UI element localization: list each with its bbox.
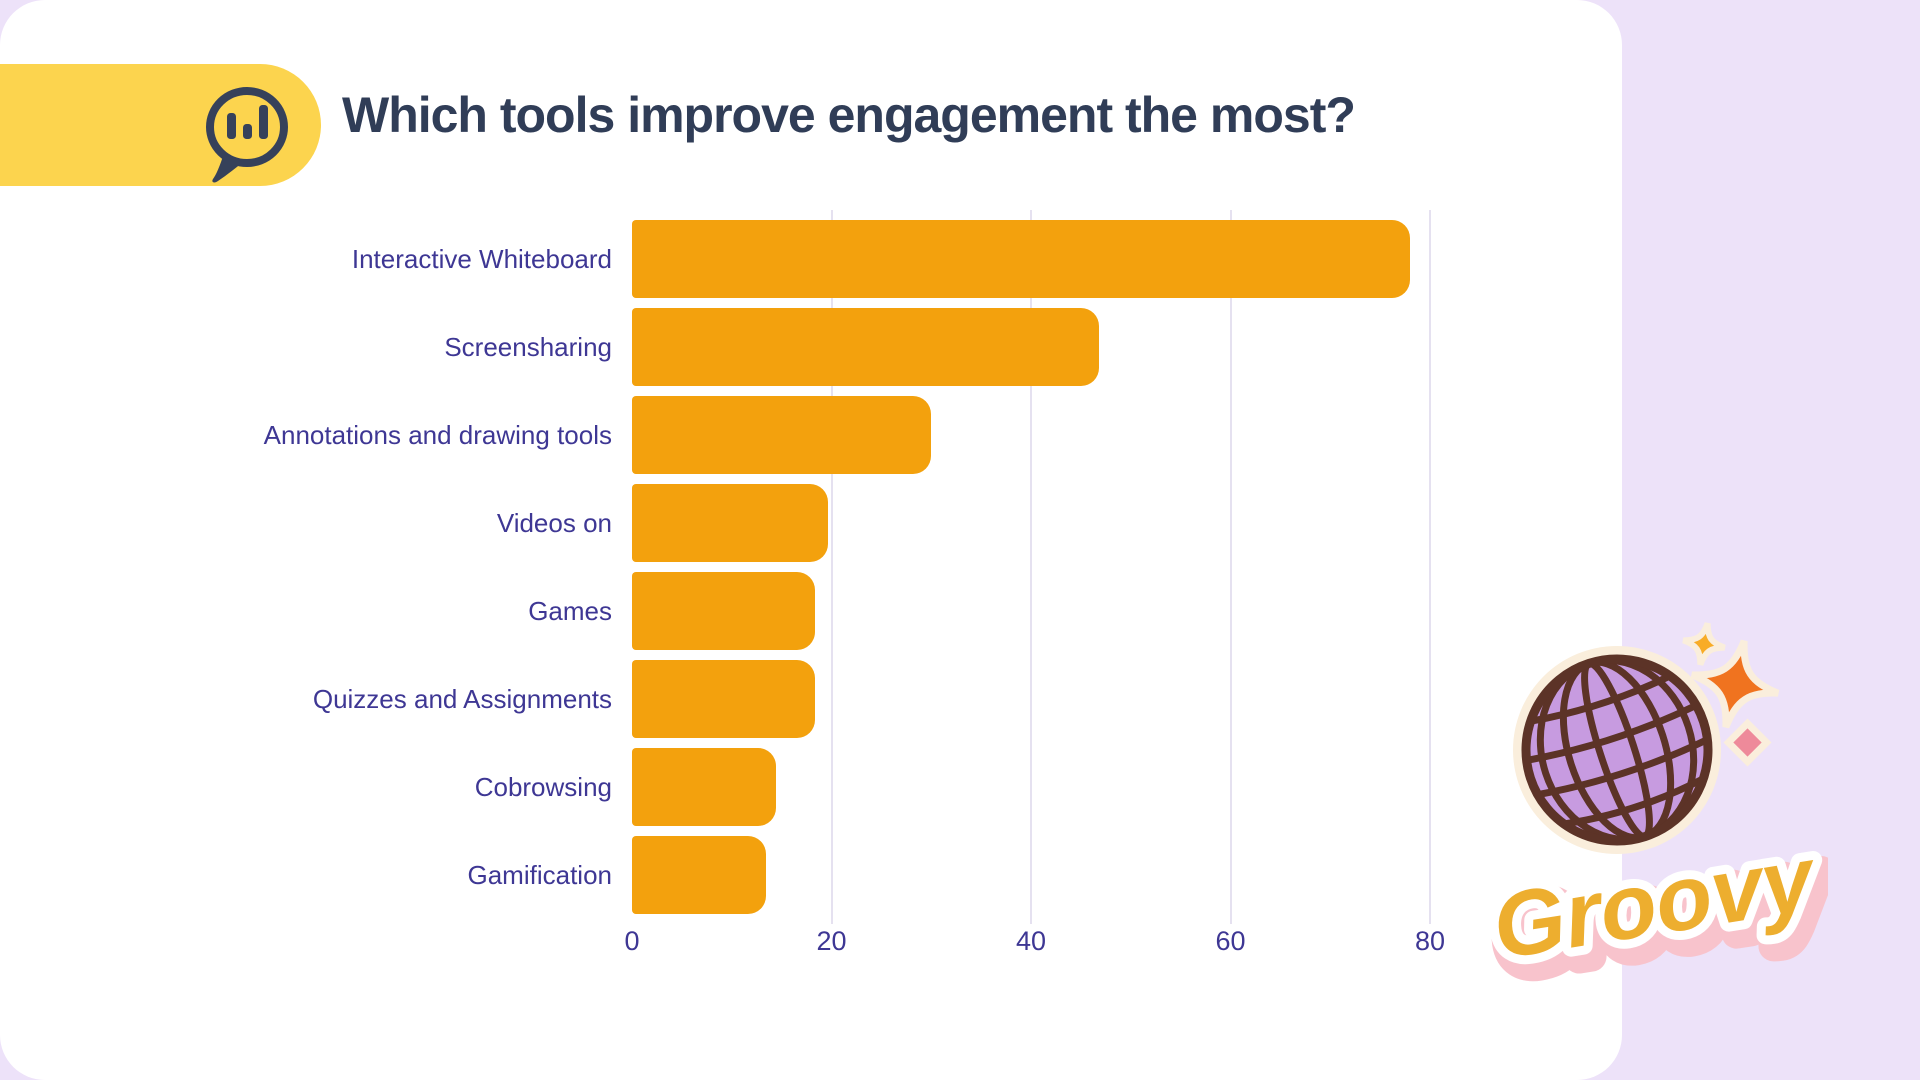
category-label: Interactive Whiteboard <box>351 244 612 274</box>
chat-bubble-bar-chart-icon <box>206 87 288 183</box>
x-axis-tick-label: 0 <box>624 926 640 956</box>
gridline <box>1429 210 1431 924</box>
category-label: Games <box>528 596 612 626</box>
x-axis-tick-label: 80 <box>1414 926 1446 956</box>
disco-ball-icon <box>1513 646 1721 854</box>
bar-2 <box>632 308 1099 386</box>
category-label: Videos on <box>496 508 612 538</box>
category-label: Gamification <box>467 860 613 890</box>
sticker-text: Groovy Groovy Groovy <box>1488 818 1828 996</box>
category-label: Annotations and drawing tools <box>263 420 612 450</box>
bar-3 <box>632 396 932 474</box>
bar-8 <box>632 836 766 914</box>
bar-4 <box>632 484 828 562</box>
groovy-sticker: Groovy Groovy Groovy <box>1488 622 1828 996</box>
bar-7 <box>632 748 776 826</box>
x-axis-tick-label: 40 <box>1015 926 1047 956</box>
category-label: Quizzes and Assignments <box>312 684 612 714</box>
gridline <box>1030 210 1032 924</box>
sparkles-icon <box>1682 622 1780 767</box>
gridline <box>830 210 833 924</box>
category-label: Screensharing <box>444 332 612 362</box>
chart-title: Which tools improve engagement the most? <box>342 87 1356 143</box>
category-label: Cobrowsing <box>474 772 612 802</box>
bar-1 <box>632 220 1411 298</box>
bar-6 <box>632 660 815 738</box>
gridline <box>1229 210 1232 924</box>
x-axis-tick-label: 60 <box>1215 926 1246 956</box>
x-axis-tick-label: 20 <box>816 926 847 956</box>
bar-5 <box>632 572 815 650</box>
